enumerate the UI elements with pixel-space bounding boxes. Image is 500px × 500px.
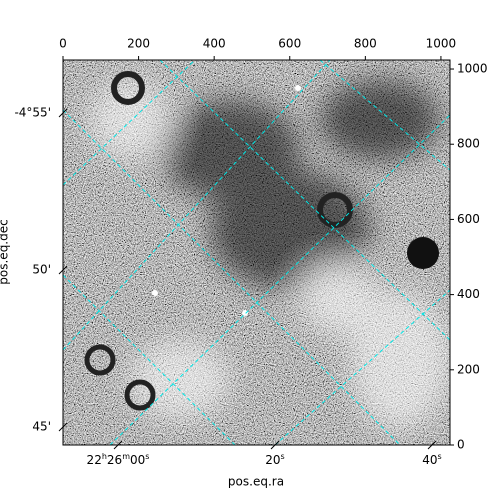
y-axis-label: pos.eq.dec xyxy=(0,219,11,284)
ra-tick-label: 40s xyxy=(422,452,441,467)
sky-image xyxy=(63,60,450,445)
y-tick-label: 0 xyxy=(457,438,465,452)
dec-tick xyxy=(58,108,68,118)
grid-line xyxy=(274,289,450,445)
y-tick-label: 800 xyxy=(457,137,480,151)
x-tick-label: 1000 xyxy=(426,37,457,51)
grid-line xyxy=(63,60,331,351)
dec-tick-label: 50' xyxy=(32,263,51,277)
grid-line xyxy=(63,274,236,445)
axes-frame xyxy=(62,59,451,446)
x-tick-label: 0 xyxy=(59,37,67,51)
dec-tick-label: -4°55' xyxy=(14,106,51,120)
y-tick-label: 600 xyxy=(457,212,480,226)
x-axis-label: pos.eq.ra xyxy=(228,475,284,489)
x-tick-label: 400 xyxy=(203,37,226,51)
grid-line xyxy=(63,60,196,186)
y-tick-label: 1000 xyxy=(457,62,488,76)
grid-line xyxy=(319,60,450,171)
x-tick-label: 800 xyxy=(354,37,377,51)
y-tick-label: 200 xyxy=(457,362,480,376)
dec-tick xyxy=(58,422,68,432)
x-tick-label: 600 xyxy=(278,37,301,51)
dec-tick xyxy=(58,265,68,275)
ra-tick xyxy=(113,440,123,450)
grid-line xyxy=(63,109,401,445)
ra-tick-label: 22h26m00s xyxy=(87,452,150,467)
grid-line xyxy=(109,114,450,445)
y-tick-label: 400 xyxy=(457,287,480,301)
ra-tick xyxy=(427,440,437,450)
x-tick-label: 200 xyxy=(127,37,150,51)
ra-tick-label: 20s xyxy=(265,452,284,467)
ra-tick xyxy=(270,440,280,450)
dec-tick-label: 45' xyxy=(32,420,51,434)
